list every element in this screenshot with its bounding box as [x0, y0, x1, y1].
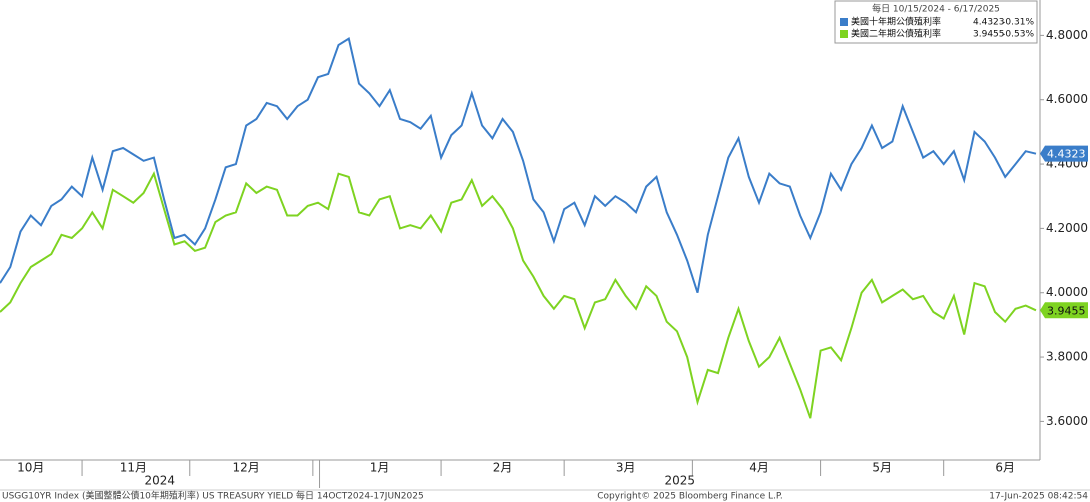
y-tick-label: 3.6000 — [1046, 414, 1088, 428]
last-value-tag — [1040, 302, 1088, 319]
x-tick-label: 11月 — [120, 461, 147, 475]
legend-title: 每日 10/15/2024 - 6/17/2025 — [872, 3, 1000, 15]
legend-box — [834, 0, 1038, 44]
y-tick-label: 4.6000 — [1046, 92, 1088, 106]
y-tick-label: 4.8000 — [1046, 28, 1088, 42]
y-tick-label: 3.8000 — [1046, 350, 1088, 364]
x-tick-label: 1月 — [370, 461, 390, 475]
legend-swatch — [840, 18, 848, 26]
series-line — [0, 171, 1037, 419]
last-value-label: 4.4323 — [1047, 148, 1086, 161]
x-tick-label: 5月 — [872, 461, 892, 475]
y-tick-label: 4.0000 — [1046, 285, 1088, 299]
legend: 每日 10/15/2024 - 6/17/2025 美國十年期公債殖利率 4.43… — [834, 0, 1038, 44]
last-value-label: 3.9455 — [1047, 304, 1086, 317]
series-line — [0, 37, 1037, 294]
legend-change: -0.31% — [1002, 18, 1034, 28]
x-tick-label: 4月 — [749, 461, 769, 475]
last-value-tag — [1040, 145, 1088, 162]
year-label: 2025 — [664, 474, 695, 488]
footer-center: Copyright© 2025 Bloomberg Finance L.P. — [597, 492, 782, 502]
legend-value: 4.4323 — [973, 18, 1005, 28]
legend-change: -0.53% — [1002, 30, 1034, 40]
footer-left: USGG10YR Index (美國整體公債10年期殖利率) US TREASU… — [2, 490, 424, 502]
x-tick-label: 2月 — [493, 461, 513, 475]
y-tick-label: 4.2000 — [1046, 221, 1088, 235]
x-tick-label: 3月 — [616, 461, 636, 475]
x-tick-label: 12月 — [233, 461, 260, 475]
x-tick-label: 6月 — [995, 461, 1015, 475]
footer-right: 17-Jun-2025 08:42:54 — [989, 492, 1088, 502]
legend-swatch — [840, 30, 848, 38]
x-tick-label: 10月 — [17, 461, 44, 475]
legend-value: 3.9455 — [973, 30, 1005, 40]
year-label: 2024 — [144, 474, 175, 488]
legend-label: 美國二年期公債殖利率 — [851, 28, 941, 40]
legend-label: 美國十年期公債殖利率 — [851, 16, 941, 28]
